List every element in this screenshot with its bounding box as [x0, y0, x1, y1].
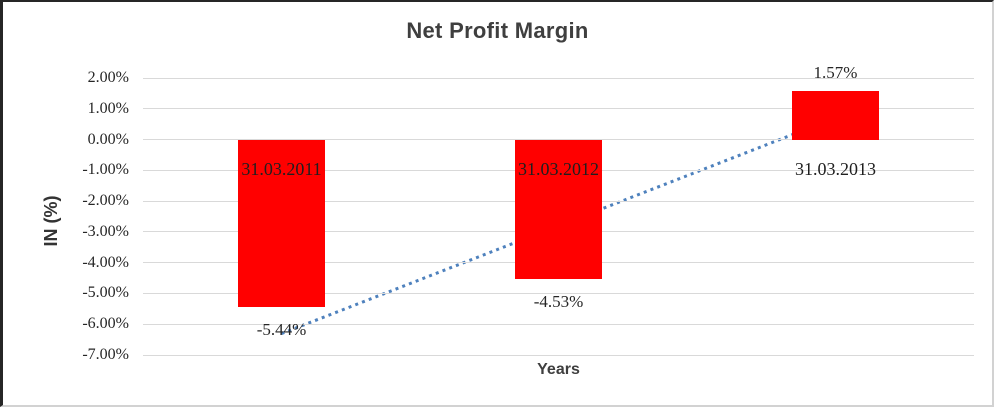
data-label: -4.53%: [533, 291, 584, 311]
y-tick-label: -6.00%: [82, 315, 129, 333]
y-tick-label: -2.00%: [82, 192, 129, 210]
gridline: [143, 323, 974, 325]
gridline: [143, 292, 974, 294]
y-tick-label: -5.00%: [82, 284, 129, 302]
x-category-label: 31.03.2012: [518, 158, 599, 179]
y-tick-label: -3.00%: [82, 222, 129, 240]
plot-area: 31.03.2011 -5.44% 31.03.2012 -4.53% 31.03.20…: [143, 63, 974, 356]
y-tick-label: -1.00%: [82, 161, 129, 179]
bar-31.03.2011: [238, 139, 325, 307]
y-tick-label: -7.00%: [82, 346, 129, 363]
y-tick-label: 2.00%: [87, 69, 129, 86]
y-tick-label: 1.00%: [87, 99, 129, 117]
y-tick-label: -4.00%: [82, 253, 129, 271]
gridline: [143, 354, 974, 356]
bar-31.03.2013: [792, 91, 879, 140]
gridline: [143, 108, 974, 110]
data-label: -5.44%: [256, 319, 307, 339]
chart-title: Net Profit Margin: [406, 18, 589, 43]
gridline: [143, 77, 974, 79]
data-label: 1.57%: [813, 63, 858, 83]
x-axis-title: Years: [537, 361, 580, 378]
bar-31.03.2012: [515, 139, 602, 279]
x-category-label: 31.03.2011: [241, 158, 322, 179]
y-tick-label: 0.00%: [87, 130, 129, 148]
x-category-label: 31.03.2013: [795, 158, 876, 179]
